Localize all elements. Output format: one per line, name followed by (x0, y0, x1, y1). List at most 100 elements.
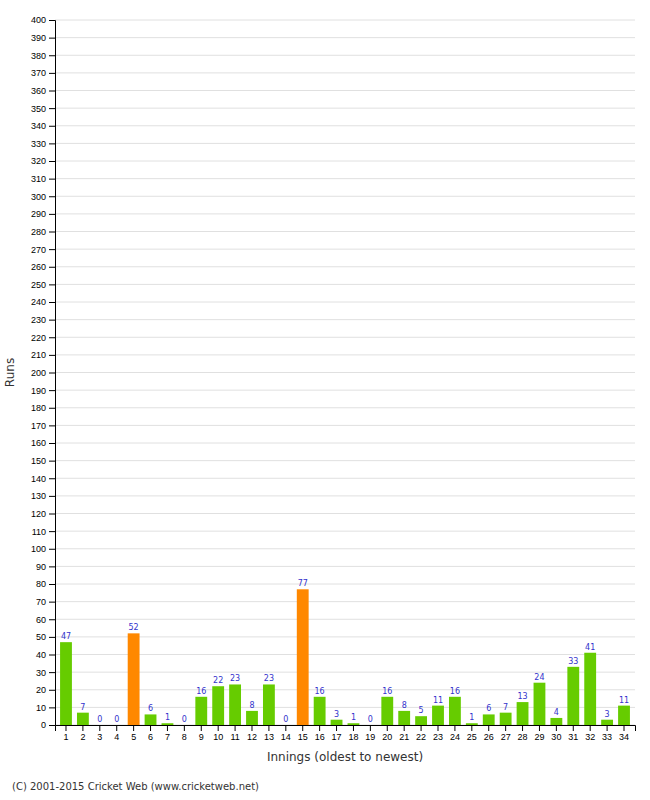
y-tick-mark (49, 425, 55, 426)
x-tick-mark (471, 725, 472, 731)
grid-line (55, 460, 635, 461)
grid-line (55, 231, 635, 232)
x-tick: 14 (281, 725, 291, 742)
y-tick-label: 0 (41, 720, 46, 730)
bar (178, 725, 190, 726)
bar (550, 718, 562, 725)
y-tick-mark (49, 320, 55, 321)
grid-line (55, 90, 635, 91)
x-tick: 30 (551, 725, 561, 742)
y-tick-label: 60 (36, 615, 46, 625)
bars (60, 589, 630, 725)
y-tick-mark (49, 232, 55, 233)
grid-line (55, 20, 635, 21)
y-tick: 40 (36, 650, 55, 660)
grid-line (55, 619, 635, 620)
grid-line (55, 143, 635, 144)
data-label: 1 (351, 713, 356, 722)
x-tick-label: 11 (230, 732, 239, 742)
grid-line (55, 443, 635, 444)
grid-line (55, 636, 635, 637)
data-label: 16 (382, 687, 392, 696)
grid-line (55, 125, 635, 126)
y-tick: 350 (31, 104, 55, 114)
x-tick-mark (302, 725, 303, 731)
x-tick-mark (556, 725, 557, 731)
grid (55, 20, 635, 725)
x-tick-label: 18 (348, 732, 358, 742)
data-label: 3 (334, 710, 339, 719)
y-tick-label: 240 (31, 297, 46, 307)
x-tick-label: 31 (568, 732, 578, 742)
x-tick-mark (387, 725, 388, 731)
y-tick-mark (49, 55, 55, 56)
y-tick-label: 270 (31, 245, 46, 255)
bar (94, 725, 106, 726)
y-tick-label: 220 (31, 333, 46, 343)
data-label: 5 (419, 706, 424, 715)
x-tick: 12 (247, 725, 257, 742)
x-tick-mark (251, 725, 252, 731)
x-tick-label: 5 (131, 732, 136, 742)
y-tick-mark (49, 126, 55, 127)
grid-line (55, 390, 635, 391)
y-tick-mark (49, 637, 55, 638)
y-tick-label: 140 (31, 474, 46, 484)
x-tick-label: 20 (382, 732, 392, 742)
x-tick-mark (488, 725, 489, 731)
x-tick-label: 29 (534, 732, 544, 742)
data-label: 47 (61, 632, 71, 641)
y-tick-label: 120 (31, 509, 46, 519)
x-tick: 27 (501, 725, 511, 742)
y-tick-label: 390 (31, 33, 46, 43)
x-tick: 32 (585, 725, 595, 742)
x-tick: 25 (467, 725, 477, 742)
x-tick: 22 (416, 725, 426, 742)
x-tick-mark (539, 725, 540, 731)
grid-line (55, 425, 635, 426)
x-tick: 6 (148, 725, 153, 742)
y-tick-label: 380 (31, 51, 46, 61)
x-tick-mark (116, 725, 117, 731)
y-tick: 390 (31, 33, 55, 43)
x-tick-mark (184, 725, 185, 731)
y-tick-label: 130 (31, 491, 46, 501)
x-tick: 23 (433, 725, 443, 742)
x-tick: 19 (365, 725, 375, 742)
x-tick-label: 14 (281, 732, 291, 742)
x-tick-label: 6 (148, 732, 153, 742)
y-tick: 360 (31, 86, 55, 96)
bar (297, 589, 309, 725)
bar (229, 684, 241, 725)
y-tick-label: 350 (31, 104, 46, 114)
y-tick: 30 (36, 668, 55, 678)
data-label: 77 (298, 579, 308, 588)
x-tick-label: 16 (315, 732, 325, 742)
x-tick-label: 15 (298, 732, 308, 742)
x-tick: 26 (484, 725, 494, 742)
x-tick-label: 28 (518, 732, 528, 742)
y-tick-label: 50 (36, 632, 46, 642)
y-tick-mark (49, 108, 55, 109)
data-label: 41 (585, 643, 595, 652)
x-tick-mark (201, 725, 202, 731)
x-axis-title: Innings (oldest to newest) (267, 750, 423, 764)
grid-line (55, 108, 635, 109)
y-tick-label: 30 (36, 668, 46, 678)
x-tick: 2 (80, 725, 85, 742)
data-label: 3 (605, 710, 610, 719)
x-tick-mark (353, 725, 354, 731)
x-tick: 3 (97, 725, 102, 742)
bar (331, 720, 343, 725)
y-tick-mark (49, 373, 55, 374)
y-tick-mark (49, 302, 55, 303)
y-tick-label: 370 (31, 68, 46, 78)
bar (212, 686, 224, 725)
y-tick-label: 20 (36, 685, 46, 695)
grid-line (55, 601, 635, 602)
x-tick-label: 3 (97, 732, 102, 742)
y-tick-label: 200 (31, 368, 46, 378)
grid-line (55, 196, 635, 197)
grid-line (55, 337, 635, 338)
bar (415, 716, 427, 725)
